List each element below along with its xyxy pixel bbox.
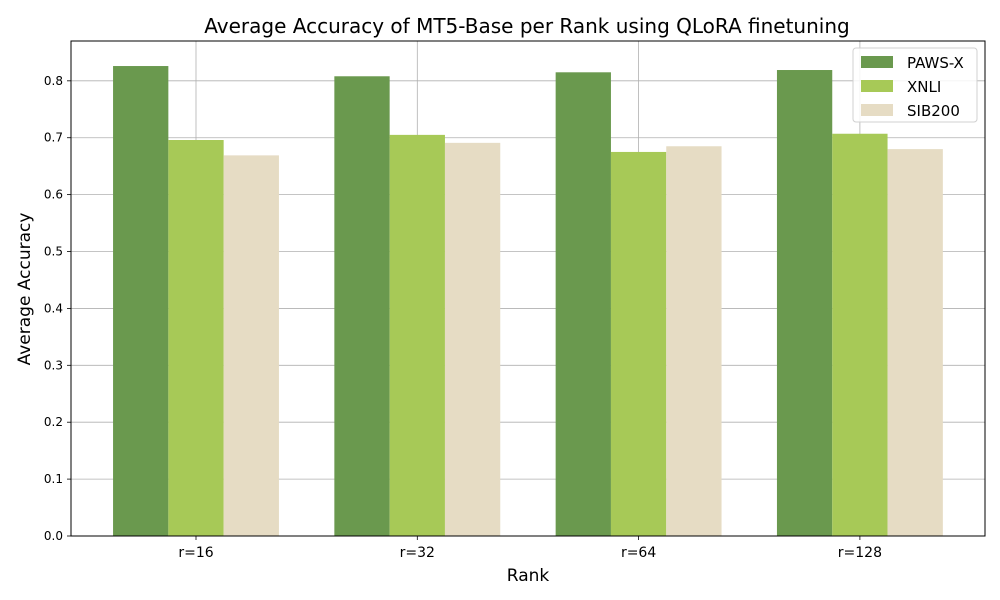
y-tick-label: 0.4 — [44, 301, 63, 315]
x-tick-label: r=128 — [838, 545, 882, 561]
x-tick-label: r=64 — [621, 545, 656, 561]
bar-sib200-r16 — [223, 155, 279, 537]
legend-swatch-paws-x — [861, 56, 893, 68]
axes-layer: 0.0 0.1 0.2 0.3 0.4 0.5 0.6 0.7 0.8 r=16 r=32 r=64 r… — [44, 40, 986, 561]
x-tick-label: r=32 — [400, 545, 435, 561]
bar-paws-x-r32 — [334, 76, 390, 536]
y-tick-label: 0.8 — [44, 74, 63, 88]
chart-title: Average Accuracy of MT5-Base per Rank us… — [204, 14, 849, 38]
y-tick-label: 0.2 — [44, 415, 63, 429]
y-tick-label: 0.1 — [44, 472, 63, 486]
legend-swatch-sib200 — [861, 104, 893, 116]
bar-paws-x-r64 — [555, 72, 611, 537]
bar-xnli-r64 — [610, 151, 667, 536]
bar-sib200-r32 — [444, 142, 501, 536]
legend-label-sib200: SIB200 — [907, 102, 960, 120]
y-tick-label: 0.7 — [44, 131, 63, 145]
legend-label-xnli: XNLI — [907, 78, 941, 96]
bars-layer — [113, 66, 943, 537]
y-tick-label: 0.3 — [44, 358, 63, 372]
y-axis-title: Average Accuracy — [15, 213, 35, 366]
y-tick-label: 0.0 — [44, 529, 63, 543]
bar-xnli-r16 — [168, 140, 224, 536]
plot-frame — [70, 40, 986, 537]
y-tick-label: 0.6 — [44, 188, 63, 202]
legend: PAWS-X XNLI SIB200 — [852, 47, 978, 123]
bar-sib200-r128 — [887, 149, 943, 536]
legend-label-paws-x: PAWS-X — [907, 54, 964, 72]
bar-paws-x-r16 — [113, 66, 169, 536]
bar-xnli-r32 — [389, 134, 445, 536]
legend-swatch-xnli — [861, 80, 893, 92]
bar-xnli-r128 — [832, 133, 888, 536]
x-tick-label: r=16 — [178, 545, 213, 561]
y-tick-label: 0.5 — [44, 245, 63, 259]
bar-sib200-r64 — [666, 146, 722, 537]
x-axis-title: Rank — [507, 566, 550, 586]
bar-paws-x-r128 — [776, 70, 833, 536]
